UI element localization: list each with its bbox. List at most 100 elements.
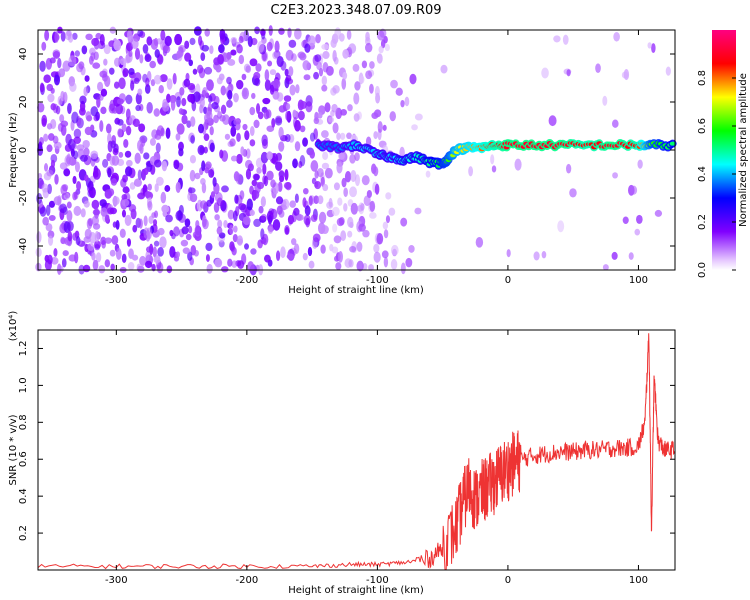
spectrogram-cell xyxy=(390,79,398,89)
spectrogram-cell xyxy=(602,264,609,271)
spectrogram-cell xyxy=(153,210,159,219)
spectrogram-cell xyxy=(275,250,281,261)
spectrogram-cell xyxy=(125,54,131,64)
spectrogram-cell xyxy=(242,216,251,226)
spectrogram-cell xyxy=(36,192,43,205)
spectrogram-cell xyxy=(64,30,72,41)
spectrogram-cell xyxy=(181,97,187,107)
spectrogram-cell xyxy=(350,202,358,215)
spectrogram-cell xyxy=(400,217,408,227)
spectrogram-cell xyxy=(230,126,237,137)
spectrogram-cell xyxy=(286,253,295,260)
spectrogram-cell xyxy=(322,62,329,73)
spectrogram-cell xyxy=(343,187,348,198)
spectrogram-cell xyxy=(256,167,262,174)
snr-line xyxy=(37,333,675,571)
spectrogram-cell xyxy=(55,105,61,115)
spectrogram-cell xyxy=(109,99,115,112)
spectrogram-cell xyxy=(178,108,184,115)
spectrogram-cell xyxy=(349,186,358,198)
spectrogram-cell xyxy=(80,154,88,162)
spectrogram-cell xyxy=(96,96,101,108)
spectrogram-cell xyxy=(329,243,334,252)
spectrogram-cell xyxy=(44,29,50,41)
spectrogram-cell xyxy=(124,150,132,158)
spectrogram-cell xyxy=(108,67,115,75)
colorbar-label: Normalized spectral amplitude xyxy=(738,73,749,227)
spectrogram-cell xyxy=(541,251,547,259)
spectrogram-cell xyxy=(130,80,135,91)
spectrogram-cell xyxy=(294,141,301,152)
spectrogram-cell xyxy=(308,195,313,206)
spectrogram-cell xyxy=(147,183,152,191)
spectrogram-cell xyxy=(160,191,167,204)
spectrogram-cell xyxy=(99,70,108,78)
spectrogram-x-tick-label: 0 xyxy=(505,275,511,286)
spectrogram-cell xyxy=(257,111,264,120)
spectrogram-cell xyxy=(373,243,380,253)
snr-y-scale-label: (x10⁴) xyxy=(8,311,19,342)
spectrogram-cell xyxy=(379,28,387,38)
spectrogram-cell xyxy=(369,83,374,94)
spectrogram-cell xyxy=(376,233,384,245)
spectrogram-cell xyxy=(39,206,47,217)
spectrogram-cell xyxy=(218,73,225,81)
spectrogram-cell xyxy=(54,174,59,185)
spectrogram-cell xyxy=(533,251,540,261)
spectrogram-cell xyxy=(164,35,172,47)
spectrogram-cell xyxy=(127,29,132,41)
spectrogram-cell xyxy=(189,154,197,164)
spectrogram-cell xyxy=(36,231,42,244)
spectrogram-cell xyxy=(324,102,331,113)
snr-x-tick-label: 0 xyxy=(505,575,511,586)
spectrogram-cell xyxy=(41,183,49,193)
spectrogram-cell xyxy=(130,208,137,220)
spectrogram-cell xyxy=(110,263,115,271)
spectrogram-cell xyxy=(205,242,213,252)
spectrogram-cell xyxy=(249,58,258,67)
spectrogram-cell xyxy=(338,217,345,226)
spectrogram-cell xyxy=(321,75,328,86)
spectrogram-cell xyxy=(199,96,205,109)
spectrogram-cell xyxy=(179,87,185,96)
spectrogram-cell xyxy=(291,238,297,246)
spectrogram-cell xyxy=(124,186,129,194)
snr-frame xyxy=(37,329,676,571)
spectrogram-cell xyxy=(272,90,280,100)
spectrogram-cell xyxy=(132,224,138,233)
spectrogram-cell xyxy=(322,151,329,160)
spectrogram-cell xyxy=(165,214,173,223)
spectrogram-cell xyxy=(302,137,308,147)
spectrogram-cell xyxy=(78,107,86,116)
spectrogram-cell xyxy=(224,133,231,140)
spectrogram-cell xyxy=(328,116,335,123)
spectrogram-cell xyxy=(374,183,380,195)
spectrogram-cell xyxy=(242,89,248,97)
spectrogram-cell xyxy=(61,258,67,268)
spectrogram-cell xyxy=(341,177,347,188)
spectrogram-cell xyxy=(215,64,222,73)
spectrogram-cell xyxy=(293,243,300,255)
spectrogram-cell xyxy=(206,199,212,207)
spectrogram-cell xyxy=(86,218,93,230)
spectrogram-cell xyxy=(212,177,217,187)
spectrogram-cell xyxy=(602,95,608,106)
spectrogram-cell xyxy=(198,123,205,134)
spectrogram-cell xyxy=(285,49,294,61)
spectrogram-cell xyxy=(566,69,571,77)
chart-title: C2E3.2023.348.07.09.R09 xyxy=(270,3,441,18)
spectrogram-cell xyxy=(316,61,322,71)
spectrogram-cell xyxy=(41,118,47,127)
spectrogram-cell xyxy=(117,128,123,138)
spectrogram-cell xyxy=(227,89,233,100)
spectrogram-cell xyxy=(247,261,255,273)
spectrogram-cell xyxy=(514,158,522,171)
spectrogram-cell xyxy=(270,179,276,188)
spectrogram-cell xyxy=(260,213,267,221)
spectrogram-cell xyxy=(172,73,177,85)
spectrogram-cell xyxy=(266,125,275,132)
spectrogram-cell xyxy=(86,115,93,122)
spectrogram-cell xyxy=(260,151,269,164)
spectrogram-cell xyxy=(81,45,88,55)
colorbar-tick-label: 0.0 xyxy=(697,262,708,278)
